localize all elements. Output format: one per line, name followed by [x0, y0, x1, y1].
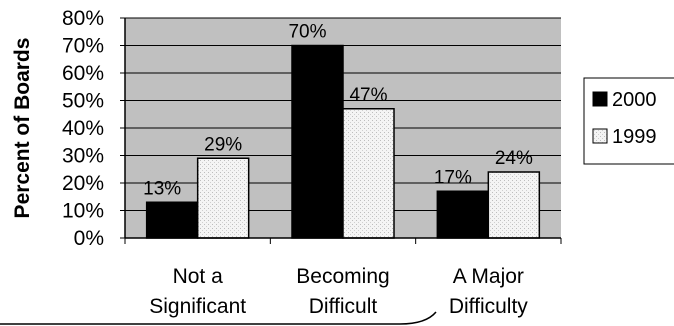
legend-label: 2000 — [612, 89, 657, 111]
y-tick-label: 30% — [62, 145, 104, 168]
callout-outline — [0, 311, 437, 325]
bar-2000-1 — [291, 44, 344, 239]
y-axis-label: Percent of Boards — [11, 38, 34, 219]
legend-swatch — [592, 91, 608, 107]
bars — [145, 44, 541, 239]
bar-1999-1 — [342, 108, 395, 239]
bar-2000-2 — [436, 190, 490, 239]
legend-swatch — [592, 128, 608, 144]
bar-1999-0 — [196, 157, 250, 239]
y-tick-label: 10% — [62, 200, 104, 223]
legend-label: 1999 — [612, 126, 657, 148]
legend: 2000 1999 — [583, 77, 674, 165]
bar-labels: 13% 29% 70% 47% 17% 24% — [143, 22, 533, 200]
y-tick-labels: 0% 10% 20% 30% 40% 50% 60% 70% 80% — [62, 7, 104, 250]
x-tick-label: Significant — [149, 295, 246, 318]
x-tick-label: Not a — [173, 265, 224, 288]
axes — [120, 17, 562, 244]
data-label: 24% — [495, 148, 533, 169]
data-label: 29% — [204, 134, 242, 155]
x-tick-label: Becoming — [296, 265, 389, 288]
y-tick-label: 50% — [62, 90, 104, 113]
y-tick-label: 70% — [62, 35, 104, 58]
bar-1999-2 — [487, 171, 541, 239]
y-tick-label: 20% — [62, 172, 104, 195]
y-tick-label: 40% — [62, 117, 104, 140]
data-label: 17% — [434, 167, 472, 188]
data-label: 47% — [349, 85, 387, 106]
y-tick-label: 80% — [62, 7, 104, 30]
y-tick-label: 0% — [74, 227, 104, 250]
bar-2000-0 — [145, 201, 199, 239]
x-tick-label: Difficulty — [449, 295, 528, 318]
data-label: 13% — [143, 178, 181, 199]
y-tick-label: 60% — [62, 62, 104, 85]
x-tick-labels: Not a Significant Becoming Difficult A Major… — [149, 265, 528, 318]
x-tick-label: A Major — [453, 265, 524, 288]
x-tick-label: Difficult — [309, 295, 378, 318]
data-label: 70% — [288, 22, 326, 43]
